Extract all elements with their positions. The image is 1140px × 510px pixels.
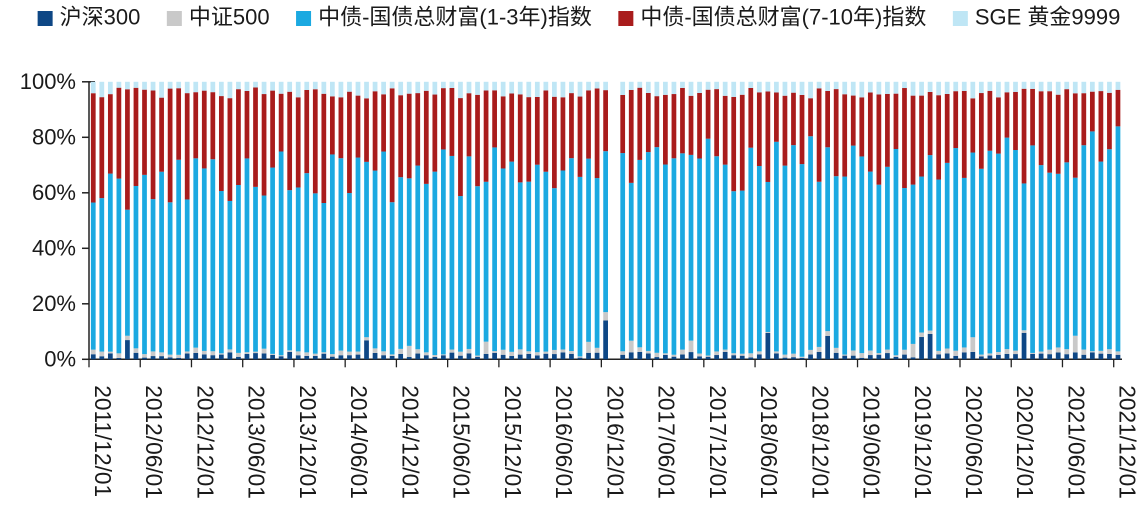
svg-text:沪深300: 沪深300 <box>60 5 141 30</box>
svg-text:2018/06/01: 2018/06/01 <box>756 385 782 499</box>
svg-text:中证500: 中证500 <box>189 5 270 30</box>
svg-text:中债-国债总财富(7-10年)指数: 中债-国债总财富(7-10年)指数 <box>640 5 926 30</box>
svg-text:2011/12/01: 2011/12/01 <box>90 385 116 497</box>
svg-text:2012/06/01: 2012/06/01 <box>141 385 167 499</box>
svg-text:中债-国债总财富(1-3年)指数: 中债-国债总财富(1-3年)指数 <box>318 5 592 30</box>
svg-text:2017/12/01: 2017/12/01 <box>705 385 731 499</box>
svg-text:2020/06/01: 2020/06/01 <box>961 385 987 499</box>
svg-text:2018/12/01: 2018/12/01 <box>807 385 833 499</box>
svg-text:2021/12/01: 2021/12/01 <box>1115 385 1140 499</box>
svg-text:60%: 60% <box>32 180 76 205</box>
svg-text:2016/06/01: 2016/06/01 <box>551 385 577 499</box>
svg-text:2014/12/01: 2014/12/01 <box>397 385 423 499</box>
svg-text:80%: 80% <box>32 124 76 149</box>
svg-text:2012/12/01: 2012/12/01 <box>192 385 218 499</box>
svg-text:2017/06/01: 2017/06/01 <box>654 385 680 499</box>
svg-text:2015/06/01: 2015/06/01 <box>449 385 475 499</box>
svg-text:20%: 20% <box>32 291 76 316</box>
svg-text:SGE 黄金9999: SGE 黄金9999 <box>975 5 1121 30</box>
svg-text:2014/06/01: 2014/06/01 <box>346 385 372 499</box>
svg-text:2021/06/01: 2021/06/01 <box>1063 385 1089 499</box>
svg-text:100%: 100% <box>20 69 76 94</box>
svg-text:40%: 40% <box>32 235 76 260</box>
svg-text:2019/06/01: 2019/06/01 <box>859 385 885 499</box>
svg-text:2013/12/01: 2013/12/01 <box>295 385 321 499</box>
svg-text:2016/12/01: 2016/12/01 <box>602 385 628 499</box>
svg-text:2019/12/01: 2019/12/01 <box>910 385 936 499</box>
svg-text:2013/06/01: 2013/06/01 <box>244 385 270 499</box>
svg-text:2020/12/01: 2020/12/01 <box>1012 385 1038 499</box>
svg-text:2015/12/01: 2015/12/01 <box>500 385 526 499</box>
svg-text:0%: 0% <box>44 346 76 371</box>
